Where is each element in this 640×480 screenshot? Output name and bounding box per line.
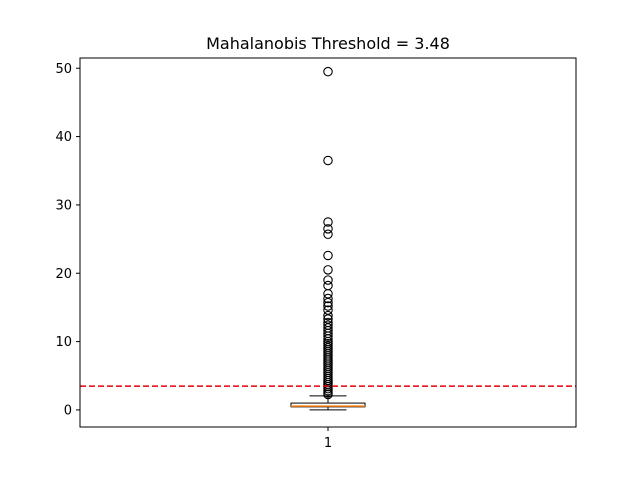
axes-frame [79,57,577,428]
y-tick-label: 50 [55,62,72,77]
outlier-point [323,224,333,234]
y-tick-label: 20 [55,267,72,282]
outlier-point [323,275,333,285]
chart-title: Mahalanobis Threshold = 3.48 [206,34,450,53]
outlier-point [323,288,333,299]
outlier-point [323,217,333,227]
outlier-point [323,331,333,341]
outlier-point [323,66,333,77]
x-tick-label: 1 [324,436,332,451]
outlier-point [323,310,333,321]
y-tick-label: 0 [64,403,72,418]
outlier-point [323,155,333,166]
y-tick-label: 30 [55,198,72,213]
y-tick-label: 40 [55,130,72,145]
outlier-point [323,301,333,311]
outlier-point [323,250,333,261]
y-tick-label: 10 [55,335,72,350]
outlier-point [323,297,333,308]
outlier-point [323,229,333,240]
outlier-point [323,293,333,304]
outlier-point [323,265,333,275]
plot-area [80,66,576,411]
outlier-point [323,280,333,291]
outlier-point [323,389,333,400]
